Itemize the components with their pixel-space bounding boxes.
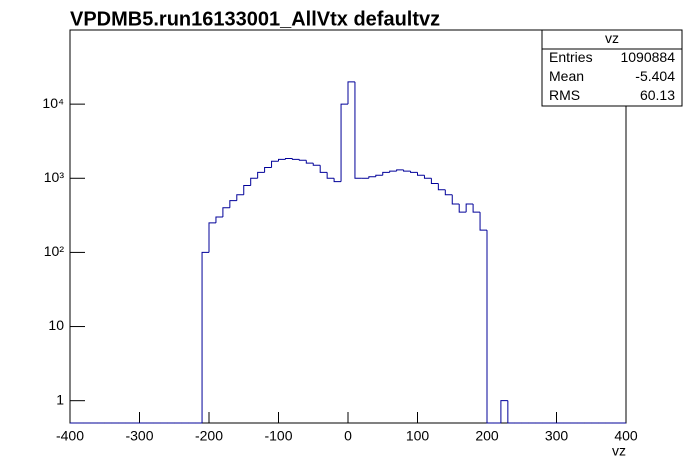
histogram-bin (271, 160, 279, 168)
histogram-bin (222, 207, 230, 218)
y-tick-label: 10⁴ (42, 95, 64, 111)
histogram-bin (451, 194, 460, 205)
histogram-bin (347, 81, 355, 105)
histogram-bin (305, 160, 314, 164)
histogram-bin (410, 171, 418, 173)
x-tick-label: 200 (475, 428, 499, 444)
x-tick-label: -400 (56, 428, 84, 444)
stats-label: Entries (549, 49, 593, 65)
histogram-bin (486, 230, 494, 424)
histogram-bin (236, 194, 244, 201)
histogram-bin (403, 169, 411, 172)
histogram-bin (291, 158, 300, 160)
histogram-bin (472, 203, 481, 213)
x-tick-label: 0 (344, 428, 352, 444)
histogram-bin (382, 171, 390, 176)
histogram-bin (458, 203, 467, 213)
stats-title: vz (605, 30, 619, 46)
histogram-bin (340, 103, 348, 182)
histogram-bin (243, 184, 251, 195)
histogram-bin (368, 176, 376, 179)
x-tick-label: -100 (264, 428, 292, 444)
stats-label: RMS (549, 87, 580, 103)
stats-label: Mean (549, 68, 584, 84)
histogram-bin (354, 81, 362, 179)
histogram-bin (437, 183, 446, 191)
histogram-bin (444, 189, 453, 196)
histogram-bin (278, 158, 286, 162)
y-tick-label: 10³ (44, 169, 65, 185)
y-tick-label: 10 (48, 317, 64, 333)
histogram-bin (208, 222, 216, 253)
histogram-bin (417, 172, 425, 176)
stats-box (541, 29, 683, 107)
chart-title: VPDMB5.run16133001_AllVtx defaultvz (70, 8, 440, 30)
histogram-bin (479, 212, 487, 231)
histogram-bin (215, 216, 223, 223)
stats-value: -5.404 (635, 68, 675, 84)
x-axis-label: vz (612, 443, 626, 459)
x-tick-label: 100 (406, 428, 430, 444)
histogram-bin (250, 177, 258, 186)
histogram-bin (264, 166, 272, 173)
y-tick-label: 10² (44, 243, 65, 259)
y-tick-label: 1 (56, 391, 64, 407)
histogram-bin (201, 251, 209, 423)
histogram-bin (507, 400, 515, 424)
histogram-bin (333, 178, 342, 183)
histogram-bin (375, 174, 383, 177)
x-tick-label: 400 (614, 428, 638, 444)
histogram-bin (257, 171, 265, 179)
histogram-bin (319, 165, 328, 173)
histogram-bin (430, 178, 439, 185)
histogram-bin (396, 169, 404, 172)
histogram-bin (465, 203, 474, 213)
histogram-bin (229, 200, 237, 208)
histogram-bin (312, 163, 321, 166)
x-tick-label: -300 (125, 428, 153, 444)
histogram-bin (500, 400, 508, 423)
histogram-bin (423, 175, 432, 179)
stats-value: 1090884 (620, 49, 675, 65)
histogram-bin (298, 159, 307, 161)
histogram-bin (389, 170, 397, 173)
x-tick-label: 300 (545, 428, 569, 444)
stats-value: 60.13 (640, 87, 675, 103)
histogram-bin (326, 172, 335, 179)
x-tick-label: -200 (195, 428, 223, 444)
histogram-bin (284, 157, 293, 160)
